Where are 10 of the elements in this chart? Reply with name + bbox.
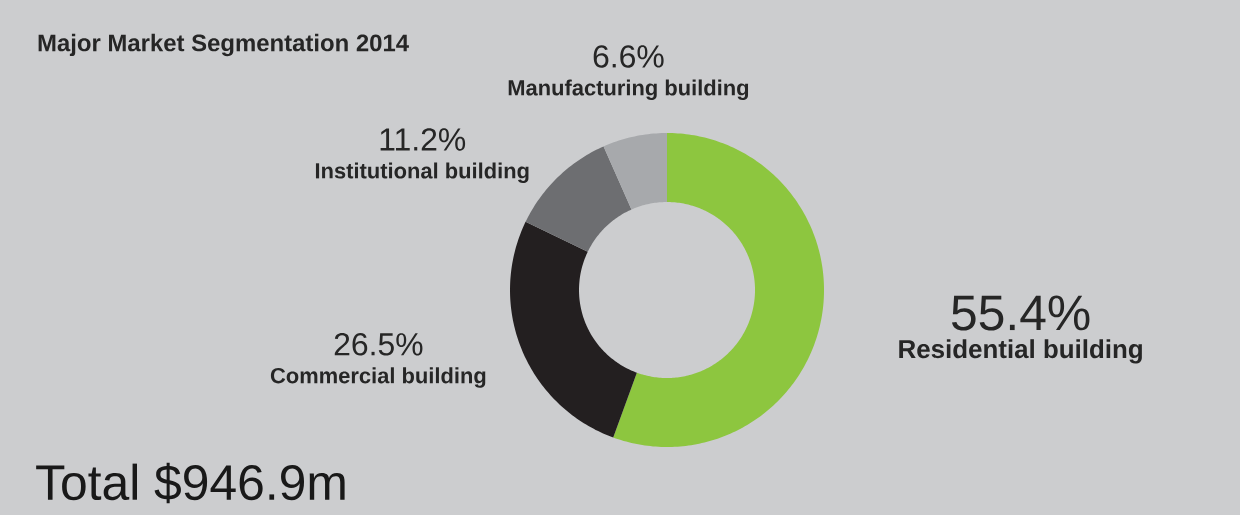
- data-label: 11.2%: [380, 128, 466, 151]
- data-label: 26.5%: [334, 333, 423, 356]
- chart-title: Major Market Segmentation 2014: [38, 33, 409, 57]
- slice-label: Manufacturing building: [508, 79, 749, 100]
- data-label: 6.6%: [593, 45, 664, 68]
- slice-label: Commercial building: [270, 367, 486, 388]
- data-label: 55.4%: [951, 295, 1090, 331]
- text: Total $946.9m: [36, 462, 345, 504]
- slice-label: Residential building: [899, 339, 1142, 364]
- slice-label: Institutional building: [315, 162, 529, 184]
